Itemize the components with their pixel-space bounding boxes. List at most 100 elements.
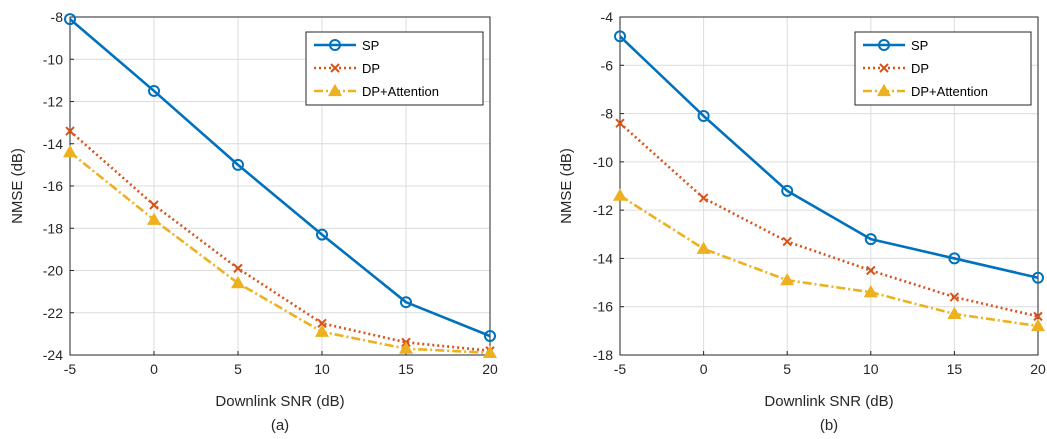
y-tick-label: -16 [43,178,63,194]
x-tick-label: 5 [783,361,791,377]
data-point [230,275,246,289]
x-tick-label: 20 [482,361,498,377]
data-point [615,118,625,128]
data-point [316,228,328,241]
legend: SP DP DP+Attention [305,31,484,106]
y-tick-label: -24 [43,347,63,363]
x-tick-label: 0 [150,361,158,377]
x-tick-label: 15 [947,361,963,377]
y-tick-label: -14 [593,250,613,266]
legend-label: DP+Attention [911,84,988,99]
series-dp-attention [612,188,1046,332]
legend-marker [878,39,890,51]
data-point [614,30,626,43]
x-tick-label: -5 [614,361,627,377]
series-line [619,35,1039,280]
data-point [314,324,330,337]
legend-entry: DP+Attention [863,83,988,99]
data-point [64,13,76,26]
x-tick-label: 10 [314,361,330,377]
panel-caption: (b) [820,417,838,434]
data-point [780,272,795,286]
series-sp [64,13,496,342]
data-point [149,200,159,210]
legend-label: DP [911,61,929,76]
series-dp-attention [62,144,498,358]
legend-marker [327,83,343,97]
y-tick-label: -18 [43,220,63,236]
x-axis-label: Downlink SNR (dB) [215,393,344,410]
data-point [317,318,327,329]
legend-marker [329,39,341,51]
data-point [148,84,160,97]
y-tick-label: -12 [43,94,63,110]
series-line [69,151,491,355]
legend-entry: DP [314,61,380,76]
series-line [69,18,491,338]
series-dp [615,118,1043,322]
x-axis-label: Downlink SNR (dB) [764,393,893,410]
legend-label: DP+Attention [362,84,439,99]
y-tick-label: -10 [43,51,63,67]
data-point [782,236,792,247]
data-point [62,144,78,158]
data-point [232,158,244,171]
data-point [698,193,709,203]
y-tick-label: -16 [593,299,613,315]
data-point [949,292,960,302]
data-point [1030,318,1046,332]
data-point [696,241,711,254]
y-tick-label: -20 [43,263,63,279]
data-point [65,126,75,136]
x-tick-label: 5 [234,361,242,377]
y-axis-label: NMSE (dB) [9,148,26,224]
series-dp [65,126,495,356]
data-point [484,329,496,342]
series-line [619,122,1039,318]
data-point [612,188,628,201]
y-tick-label: -18 [593,347,613,363]
legend: SP DP DP+Attention [854,31,1032,106]
data-point [864,233,877,246]
legend-marker [330,63,340,73]
legend-entry: SP [863,38,928,53]
legend-entry: DP+Attention [314,83,439,99]
legend-entry: DP [863,61,929,76]
y-tick-label: -8 [51,9,64,25]
data-point [866,265,876,276]
legend-label: DP [362,61,380,76]
y-tick-label: -14 [43,136,63,152]
legend-label: SP [362,38,379,53]
data-point [482,345,498,358]
y-tick-label: -6 [601,57,614,73]
data-point [863,285,878,298]
data-point [146,212,162,225]
x-tick-label: 10 [863,361,879,377]
data-point [400,296,412,309]
legend-marker [876,83,892,97]
y-tick-label: -12 [593,202,613,218]
x-tick-label: 15 [398,361,414,377]
x-tick-label: 20 [1030,361,1046,377]
y-axis-label: NMSE (dB) [558,148,575,224]
y-tick-label: -4 [601,9,614,25]
x-tick-label: 0 [700,361,708,377]
legend-label: SP [911,38,928,53]
y-tick-label: -22 [43,305,63,321]
x-tick-label: -5 [64,361,77,377]
data-point [1032,271,1044,284]
data-point [1033,311,1043,322]
data-point [233,263,243,274]
axes-box [619,16,1039,356]
y-tick-label: -10 [593,154,613,170]
data-point [398,341,414,354]
data-point [947,306,962,320]
series-sp [614,30,1044,284]
panel-caption: (a) [271,417,289,434]
legend-marker [879,63,889,73]
y-tick-label: -8 [601,106,614,122]
legend-entry: SP [314,38,379,53]
chart-panel-a: -5 0 5 10 15 20 -24 -22 -20 -18 -16 -14 -12 -10 -8 Down… [9,9,498,434]
chart-panel-b: -5 0 5 10 15 20 -18 -16 -14 -12 -10 -8 -6 -4 Downlink … [558,9,1046,434]
